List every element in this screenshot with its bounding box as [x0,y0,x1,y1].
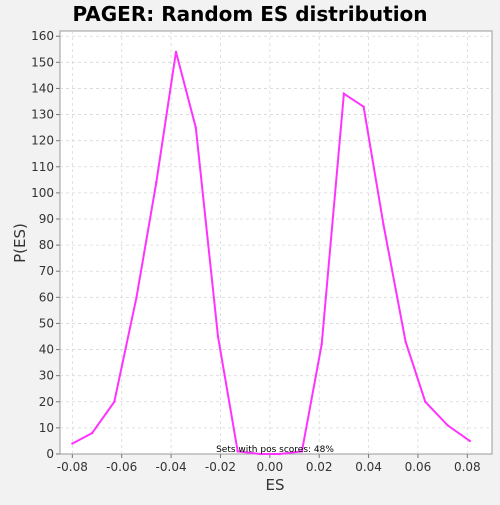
x-tick-label: 0.08 [454,460,481,474]
y-tick-label: 130 [31,108,54,122]
x-tick-label: 0.04 [355,460,382,474]
data-point [382,223,385,226]
y-tick-label: 50 [39,316,54,330]
data-point [90,431,94,435]
y-tick-label: 20 [39,395,54,409]
y-tick-label: 40 [39,343,54,357]
x-axis: -0.08 -0.06 -0.04 -0.02 0.00 0.02 0.04 0.06 0.08 [57,454,481,474]
data-point [258,452,262,456]
x-tick-label: -0.02 [205,460,236,474]
x-tick-label: -0.04 [156,460,187,474]
data-point [194,126,197,129]
y-tick-label: 60 [39,290,54,304]
data-point [278,452,281,456]
x-axis-title: ES [266,476,285,494]
x-tick-label: -0.06 [106,460,137,474]
series-layer [71,50,471,456]
data-point [362,105,365,108]
grid-layer [60,31,492,454]
y-tick-label: 90 [39,212,54,226]
y-tick-label: 150 [31,55,54,69]
x-tick-label: -0.08 [57,460,88,474]
y-tick-label: 100 [31,186,54,200]
x-tick-label: 0.06 [405,460,432,474]
y-tick-label: 30 [39,369,54,383]
data-point [113,400,116,403]
data-point [71,442,74,445]
y-tick-label: 10 [39,421,54,435]
data-point [468,439,471,443]
y-axis-title: P(ES) [11,223,29,263]
data-point [135,296,138,299]
data-point [300,450,304,453]
data-point [342,92,346,95]
series-line [71,51,471,455]
y-tick-label: 120 [31,134,54,148]
y-axis: 0 10 20 30 40 50 60 70 80 90 100 110 120 130 140 150 160 [31,29,60,461]
annotation-pos-scores: Sets with pos scores: 48% [216,445,334,455]
data-point [320,343,323,346]
data-point [404,340,407,343]
x-tick-label: 0.00 [256,460,283,474]
y-tick-label: 160 [31,29,54,43]
data-point [216,335,220,338]
y-tick-label: 70 [39,264,54,278]
data-point [174,50,178,54]
data-point [155,181,158,184]
chart-title: PAGER: Random ES distribution [72,2,427,26]
data-point [236,450,239,453]
y-tick-label: 80 [39,238,54,252]
data-point [424,400,427,403]
data-point [446,424,449,427]
y-tick-label: 140 [31,81,54,95]
plot-area [59,30,493,455]
y-tick-label: 110 [31,160,54,174]
y-tick-label: 0 [46,447,54,461]
x-tick-label: 0.02 [306,460,333,474]
